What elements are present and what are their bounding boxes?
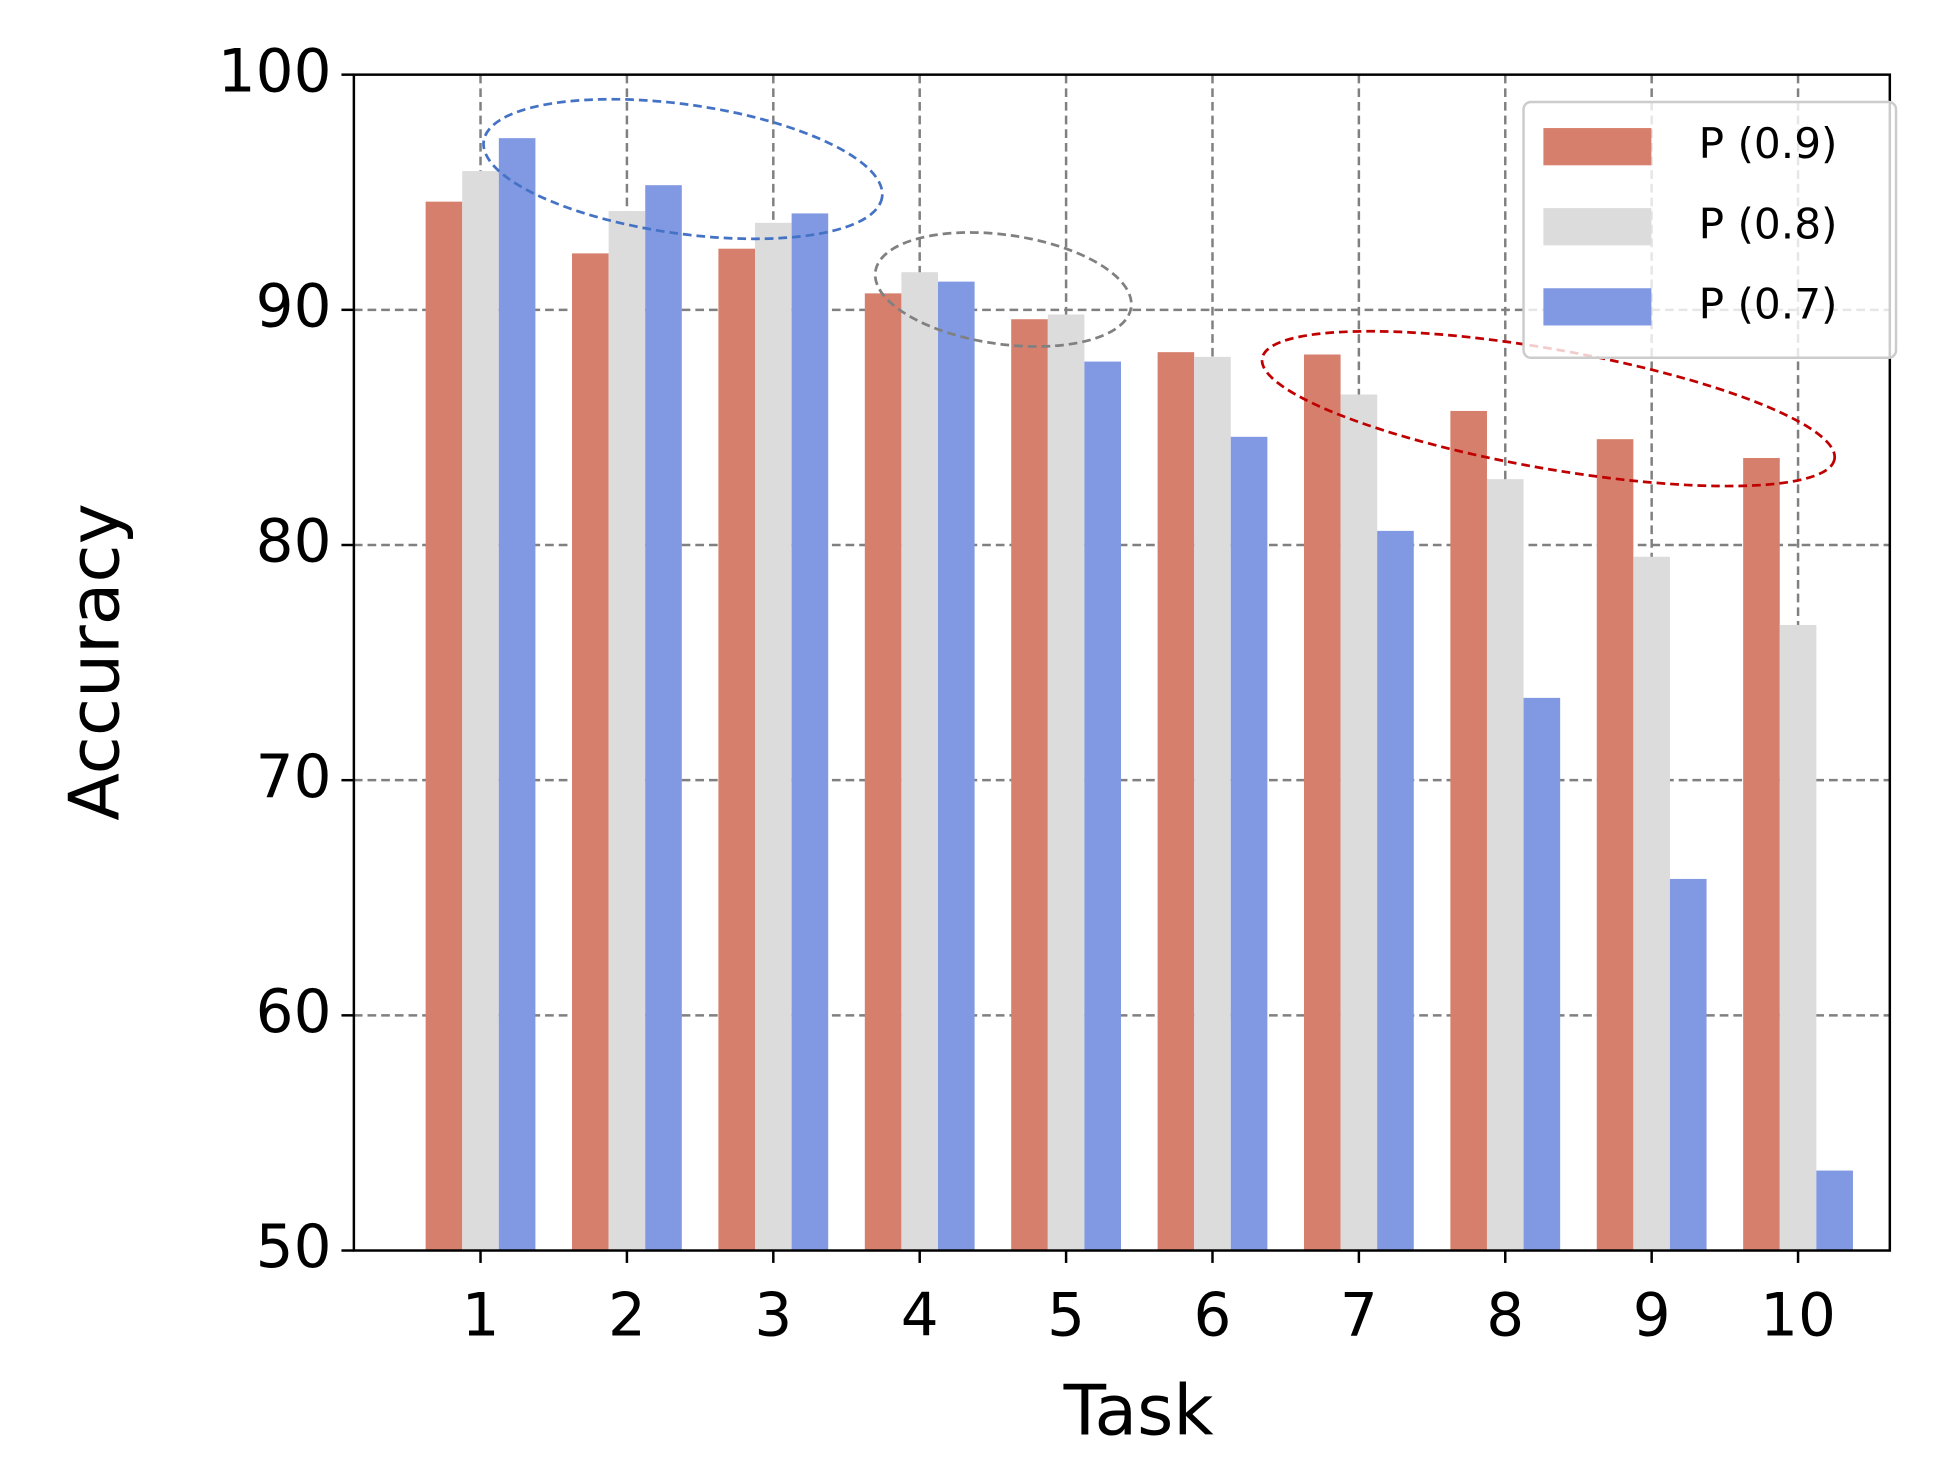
y-axis-label: Accuracy <box>54 503 135 820</box>
highlight-ellipse <box>873 231 1133 348</box>
legend-swatch <box>1543 208 1652 246</box>
bar <box>462 171 499 1251</box>
y-tick-label: 100 <box>218 37 332 106</box>
bar <box>1084 361 1121 1251</box>
x-tick-label: 6 <box>1194 1281 1232 1350</box>
y-tick-label: 60 <box>256 978 332 1047</box>
bar <box>1669 878 1707 1251</box>
x-tick-label: 10 <box>1760 1281 1836 1350</box>
axes: 50 60 70 80 90 100 1 2 3 4 5 6 7 8 9 10 <box>218 37 1836 1350</box>
bar <box>608 211 646 1251</box>
legend: P (0.9) P (0.8) P (0.7) <box>1522 100 1898 359</box>
y-tick-label: 50 <box>256 1213 332 1282</box>
bar <box>1011 319 1048 1251</box>
bars <box>425 138 1853 1251</box>
x-tick-label: 5 <box>1047 1281 1085 1350</box>
bar <box>938 281 975 1251</box>
bar <box>1743 457 1780 1251</box>
bar <box>1486 479 1524 1251</box>
bar <box>1633 556 1670 1251</box>
bar <box>1596 439 1634 1251</box>
bar <box>1779 624 1817 1251</box>
x-tick-label: 8 <box>1486 1281 1524 1350</box>
plot-frame <box>352 73 1892 1252</box>
y-tick-label: 70 <box>256 743 332 812</box>
bar <box>1303 354 1341 1251</box>
bar <box>1377 530 1414 1251</box>
bar <box>1230 436 1268 1251</box>
bar <box>864 293 902 1251</box>
bar <box>1816 1170 1853 1251</box>
bar <box>791 213 829 1251</box>
bar <box>755 222 792 1251</box>
bar <box>1340 394 1378 1251</box>
legend-label: P (0.9) <box>1699 119 1838 168</box>
bar <box>1157 352 1195 1251</box>
x-axis-label: Task <box>1063 1371 1215 1452</box>
bar <box>1194 356 1231 1251</box>
y-tick-label: 80 <box>256 508 332 577</box>
bar <box>425 201 463 1251</box>
legend-label: P (0.8) <box>1699 199 1838 248</box>
x-tick-label: 3 <box>754 1281 792 1350</box>
legend-label: P (0.7) <box>1699 279 1838 328</box>
legend-swatch <box>1543 128 1652 166</box>
bar <box>572 253 609 1251</box>
x-tick-label: 4 <box>901 1281 939 1350</box>
bar <box>901 272 939 1251</box>
x-tick-label: 1 <box>462 1281 500 1350</box>
bar <box>498 138 536 1251</box>
x-tick-label: 9 <box>1633 1281 1671 1350</box>
bar <box>718 248 756 1251</box>
highlight-ellipse <box>482 97 884 241</box>
bar <box>645 185 682 1251</box>
bar <box>1523 697 1561 1251</box>
bar <box>1450 410 1487 1251</box>
x-tick-label: 2 <box>608 1281 646 1350</box>
x-tick-label: 7 <box>1340 1281 1378 1350</box>
legend-swatch <box>1543 288 1652 326</box>
bar <box>1047 314 1085 1251</box>
y-tick-label: 90 <box>256 272 332 341</box>
